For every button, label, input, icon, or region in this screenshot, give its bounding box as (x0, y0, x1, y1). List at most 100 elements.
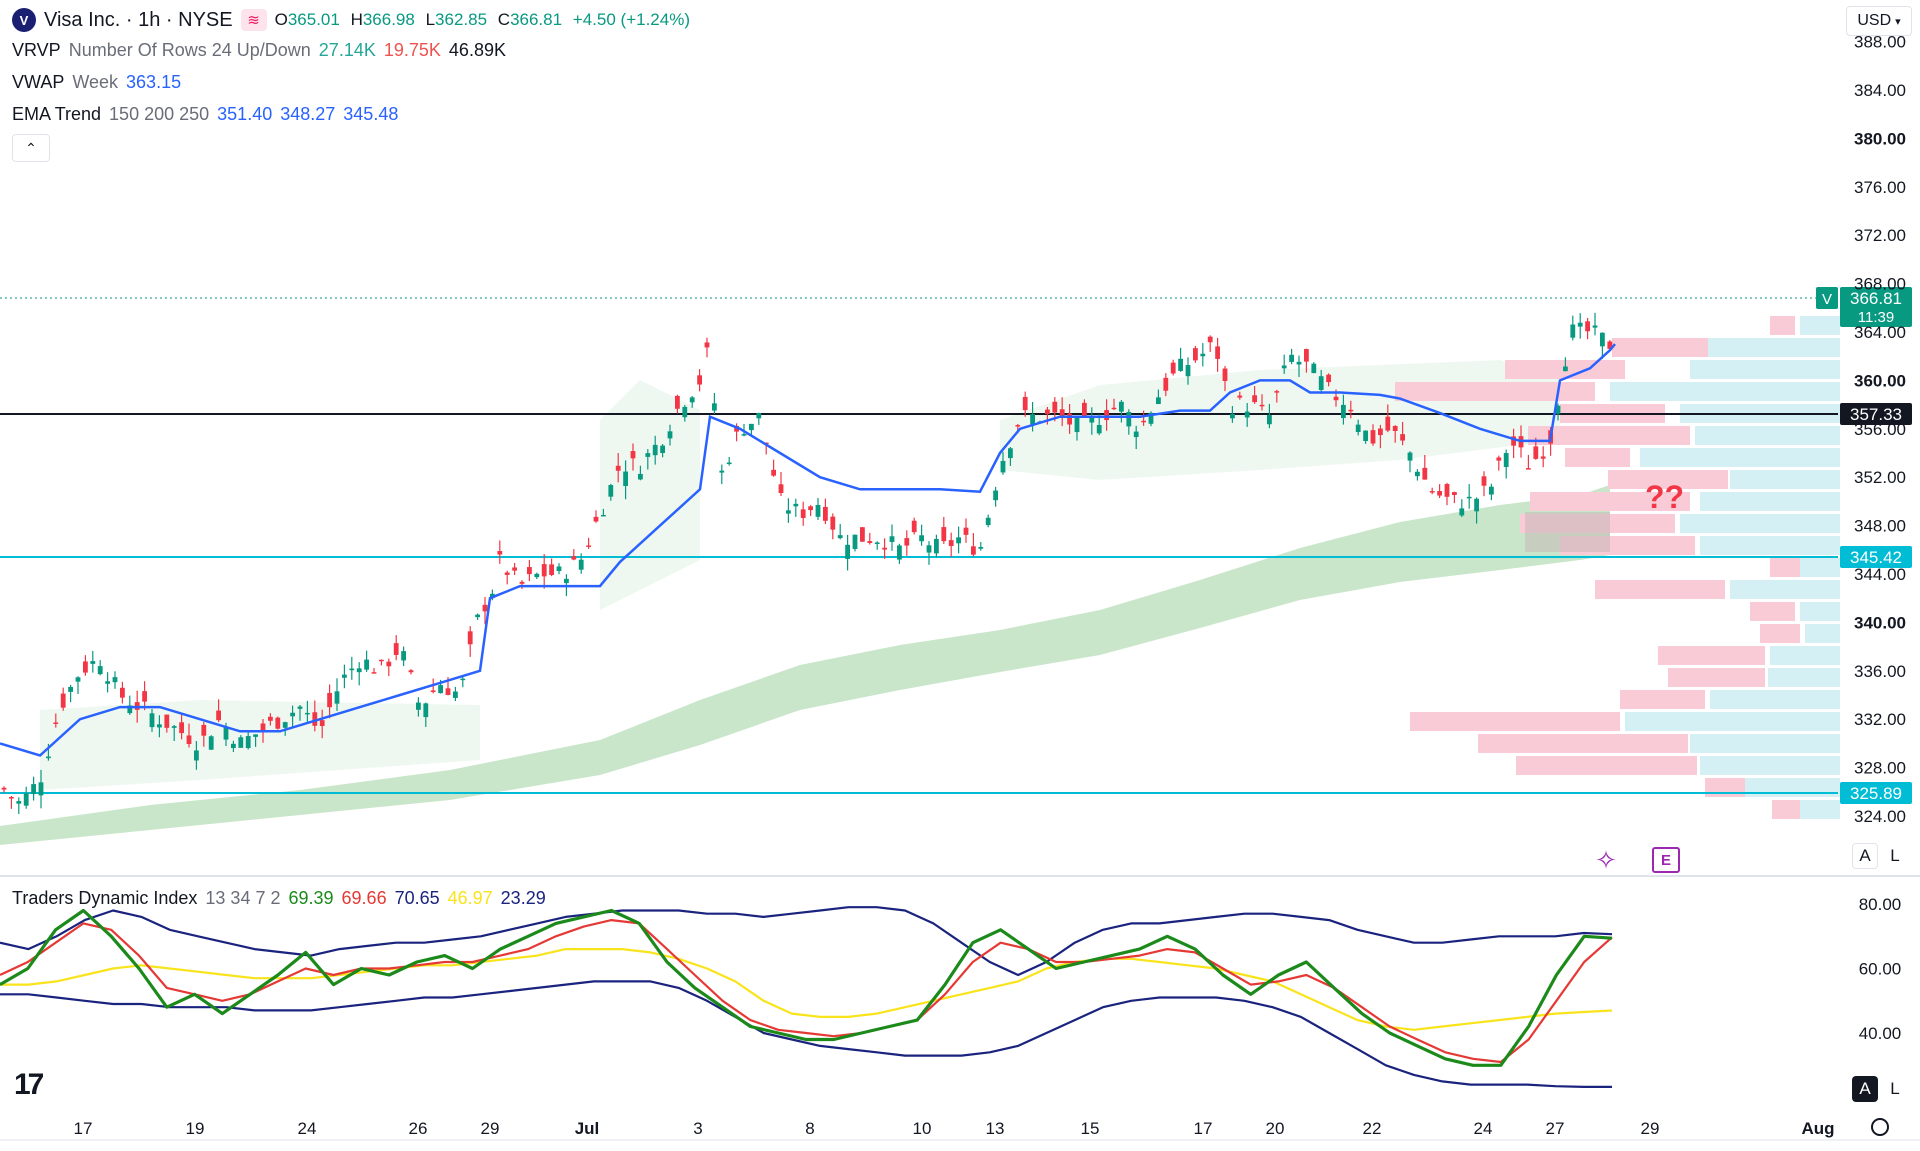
vrvp-legend[interactable]: VRVP Number Of Rows 24 Up/Down 27.14K 19… (12, 40, 506, 60)
candle-body (467, 631, 473, 645)
candle-body (83, 661, 88, 673)
candle-body (231, 743, 236, 749)
candle-body (1415, 471, 1420, 477)
candle-body (290, 712, 295, 717)
tdi-legend[interactable]: Traders Dynamic Index 13 34 7 2 69.39 69… (12, 888, 546, 908)
candle-body (253, 734, 258, 737)
candle-body (371, 672, 377, 674)
candle-body (1126, 411, 1132, 427)
log-scale-button[interactable]: L (1890, 846, 1900, 865)
candle-body (667, 431, 673, 439)
candle-body (1119, 401, 1124, 412)
candle-body (519, 581, 525, 584)
volume-profile-up-bar (1730, 470, 1840, 489)
candle-body (1156, 397, 1161, 405)
vwap-legend[interactable]: VWAP Week 363.15 (12, 72, 182, 92)
time-tick-label: 15 (1081, 1119, 1100, 1138)
candle-body (749, 423, 754, 431)
time-tick-label: 24 (298, 1119, 317, 1138)
candle-body (556, 566, 562, 571)
candle-body (1466, 496, 1472, 499)
candle-body (1607, 341, 1613, 349)
candle-body (623, 471, 628, 486)
candle-body (793, 503, 799, 507)
level-price-tag (1840, 403, 1912, 425)
candle-body (874, 542, 880, 544)
tdi-auto-scale-button[interactable]: A (1852, 1076, 1878, 1102)
candle-body (675, 395, 680, 409)
tdi-tick-label: 60.00 (1859, 960, 1902, 979)
symbol-title[interactable]: Visa Inc. · 1h · NYSE (44, 8, 233, 31)
candle-body (837, 535, 843, 539)
wave-icon[interactable]: ≋ (240, 9, 267, 31)
candle-body (1074, 417, 1080, 433)
candle-body (808, 506, 813, 511)
candle-body (1326, 374, 1331, 383)
candle-body (852, 534, 858, 550)
volume-profile-down-bar (1612, 338, 1708, 357)
candle-body (1348, 409, 1354, 412)
candle-body (504, 572, 510, 575)
candle-body (1318, 376, 1324, 391)
candle-body (712, 403, 717, 411)
level-price-tag (1840, 546, 1912, 568)
candle-body (430, 690, 436, 692)
last-price-tag (1840, 287, 1912, 327)
tradingview-logo[interactable]: 17 (14, 1068, 44, 1101)
candle-body (1503, 453, 1509, 468)
volume-profile-up-bar (1730, 580, 1840, 599)
candle-body (1577, 322, 1583, 327)
candle-body (1222, 368, 1228, 382)
candle-body (534, 573, 540, 578)
candle-body (645, 453, 651, 457)
ema-legend[interactable]: EMA Trend 150 200 250 351.40 348.27 345.… (12, 104, 399, 124)
candle-body (1067, 413, 1072, 425)
collapse-legend-button[interactable]: ⌃ (12, 134, 50, 162)
candle-body (90, 661, 96, 664)
volume-profile-up-bar (1710, 690, 1840, 709)
candle-body (1592, 325, 1598, 328)
candle-body (482, 604, 488, 612)
candle-body (1304, 349, 1309, 362)
candle-body (682, 406, 688, 418)
candle-body (1400, 434, 1405, 441)
ema-ribbon (0, 360, 1610, 845)
candle-body (1, 787, 7, 790)
candle-body (1089, 416, 1095, 423)
volume-profile-down-bar (1395, 382, 1595, 401)
candle-body (1341, 404, 1346, 419)
candle-body (1489, 486, 1494, 495)
candle-body (223, 726, 229, 740)
candle-body (53, 722, 59, 724)
time-tick-label: 26 (409, 1119, 428, 1138)
candle-body (416, 702, 421, 710)
volume-profile-up-bar (1790, 800, 1840, 819)
volume-profile-down-bar (1595, 580, 1725, 599)
volume-profile-down-bar (1668, 668, 1765, 687)
volume-profile-down-bar (1410, 712, 1620, 731)
vwap-line (0, 343, 1616, 757)
candle-body (194, 750, 199, 761)
question-annotation: ?? (1645, 479, 1684, 515)
ai-sparkle-icon[interactable]: ✧ (1595, 844, 1617, 875)
candle-body (919, 535, 924, 542)
candle-body (164, 714, 170, 728)
settings-gear-icon (1871, 1118, 1889, 1136)
volume-profile-up-bar (1700, 756, 1840, 775)
candle-body (1215, 346, 1220, 359)
auto-scale-button[interactable]: A (1852, 843, 1878, 869)
earnings-icon[interactable]: E (1652, 847, 1680, 873)
currency-selector[interactable]: USD ▾ (1846, 6, 1912, 36)
candle-body (245, 736, 251, 749)
candle-body (38, 782, 44, 796)
candle-body (393, 643, 399, 655)
price-tick-label: 352.00 (1854, 468, 1906, 487)
symbol-legend[interactable]: V Visa Inc. · 1h · NYSE ≋ O365.01 H366.9… (12, 8, 690, 32)
candle-body (815, 504, 821, 517)
candle-body (638, 473, 643, 480)
candle-body (208, 736, 214, 750)
tdi-log-scale-button[interactable]: L (1890, 1079, 1900, 1098)
time-tick-label: 22 (1363, 1119, 1382, 1138)
candle-body (1444, 484, 1450, 497)
